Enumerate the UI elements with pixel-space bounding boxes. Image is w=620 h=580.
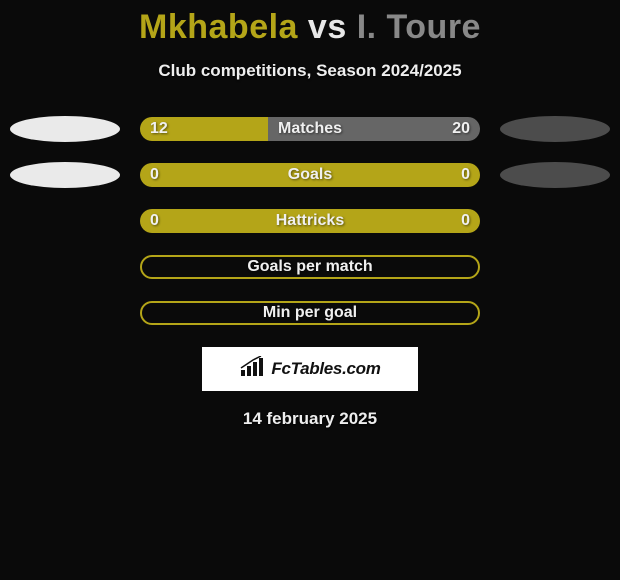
- stat-label: Min per goal: [142, 303, 478, 323]
- stat-row: Min per goal: [0, 301, 620, 325]
- bar-chart-icon: [239, 356, 265, 383]
- stat-right-value: 0: [461, 163, 470, 187]
- right-oval: [500, 116, 610, 142]
- stat-label: Goals: [140, 163, 480, 187]
- source-logo: FcTables.com: [202, 347, 418, 391]
- right-oval: [500, 300, 610, 326]
- stat-bar: 12Matches20: [140, 117, 480, 141]
- stat-bar: 0Hattricks0: [140, 209, 480, 233]
- subtitle: Club competitions, Season 2024/2025: [0, 61, 620, 81]
- vs-text: vs: [308, 8, 347, 46]
- stat-row: 12Matches20: [0, 117, 620, 141]
- right-oval: [500, 254, 610, 280]
- player1-name: Mkhabela: [139, 8, 298, 46]
- stat-right-value: 0: [461, 209, 470, 233]
- stats-container: 12Matches200Goals00Hattricks0Goals per m…: [0, 117, 620, 325]
- logo-text: FcTables.com: [271, 359, 380, 379]
- stat-row: 0Hattricks0: [0, 209, 620, 233]
- left-oval: [10, 254, 120, 280]
- stat-row: Goals per match: [0, 255, 620, 279]
- right-oval: [500, 208, 610, 234]
- stat-row: 0Goals0: [0, 163, 620, 187]
- stat-bar: 0Goals0: [140, 163, 480, 187]
- stat-label: Matches: [140, 117, 480, 141]
- left-oval: [10, 116, 120, 142]
- player2-name: I. Toure: [357, 8, 481, 46]
- stat-bar: Goals per match: [140, 255, 480, 279]
- left-oval: [10, 300, 120, 326]
- stat-label: Hattricks: [140, 209, 480, 233]
- stat-right-value: 20: [452, 117, 470, 141]
- date-label: 14 february 2025: [0, 409, 620, 429]
- left-oval: [10, 162, 120, 188]
- right-oval: [500, 162, 610, 188]
- comparison-title: Mkhabela vs I. Toure: [0, 0, 620, 47]
- stat-bar: Min per goal: [140, 301, 480, 325]
- left-oval: [10, 208, 120, 234]
- stat-label: Goals per match: [142, 257, 478, 277]
